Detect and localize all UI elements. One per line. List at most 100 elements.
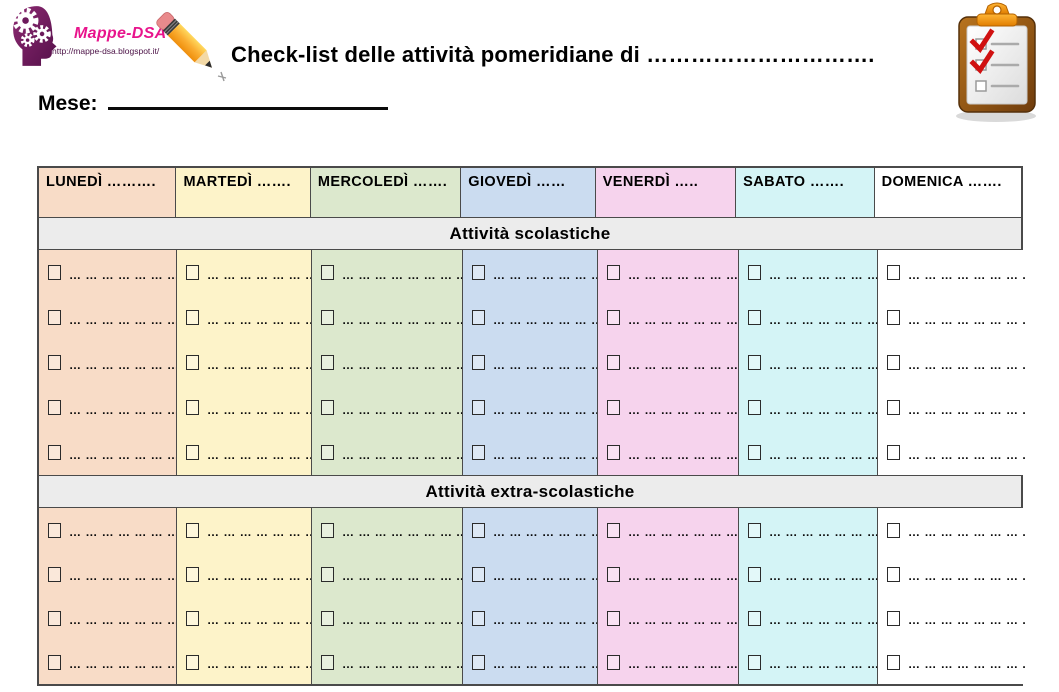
section-grid-extra-scolastiche: … … … … … … … .. … … … … … … … .. … … … … … bbox=[39, 508, 1025, 684]
checkbox[interactable] bbox=[186, 522, 199, 538]
checkbox[interactable] bbox=[607, 610, 620, 626]
checkbox[interactable] bbox=[48, 265, 61, 280]
dotted-line: … … … … … … … .. bbox=[69, 525, 176, 539]
column-mercoledi-extra-scolastiche: … … … … … … … .. … … … … … … … .. … … … … … bbox=[312, 508, 463, 684]
activity-line: … … … … … … … .. bbox=[39, 385, 176, 430]
checkbox[interactable] bbox=[472, 265, 485, 280]
checkbox[interactable] bbox=[887, 355, 900, 370]
checkbox[interactable] bbox=[887, 522, 900, 538]
checkbox[interactable] bbox=[48, 610, 61, 626]
dotted-line: … … … … … … … .. bbox=[908, 569, 1025, 583]
checkbox[interactable] bbox=[321, 522, 334, 538]
dotted-line: … … … … … … … .. bbox=[493, 357, 597, 372]
checkbox[interactable] bbox=[472, 445, 485, 460]
checkbox[interactable] bbox=[607, 522, 620, 538]
checkbox[interactable] bbox=[48, 400, 61, 415]
checkbox[interactable] bbox=[186, 310, 199, 325]
dotted-line: … … … … … … … .. bbox=[493, 613, 597, 627]
activity-line: … … … … … … … .. bbox=[878, 430, 1025, 475]
checkbox[interactable] bbox=[887, 310, 900, 325]
checkbox[interactable] bbox=[321, 355, 334, 370]
checkbox[interactable] bbox=[607, 400, 620, 415]
dotted-line: … … … … … … … .. bbox=[493, 569, 597, 583]
activity-line: … … … … … … … .. bbox=[598, 295, 738, 340]
activity-line: … … … … … … … .. bbox=[312, 596, 462, 640]
checkbox[interactable] bbox=[748, 355, 761, 370]
activity-line: … … … … … … … .. bbox=[39, 552, 176, 596]
checkbox[interactable] bbox=[748, 310, 761, 325]
column-martedi-extra-scolastiche: … … … … … … … .. … … … … … … … .. … … … … … bbox=[177, 508, 312, 684]
checkbox[interactable] bbox=[321, 265, 334, 280]
day-header-martedi: MARTEDÌ ……. bbox=[176, 168, 311, 217]
activity-line: … … … … … … … .. bbox=[177, 385, 311, 430]
activity-line: … … … … … … … .. bbox=[39, 508, 176, 552]
checkbox[interactable] bbox=[748, 445, 761, 460]
activity-line: … … … … … … … .. bbox=[598, 596, 738, 640]
checkbox[interactable] bbox=[887, 610, 900, 626]
checkbox[interactable] bbox=[472, 310, 485, 325]
dotted-line: … … … … … … … .. bbox=[207, 447, 311, 462]
checkbox[interactable] bbox=[607, 310, 620, 325]
checkbox[interactable] bbox=[48, 522, 61, 538]
checkbox[interactable] bbox=[48, 654, 61, 670]
checkbox[interactable] bbox=[472, 566, 485, 582]
dotted-line: … … … … … … … .. bbox=[342, 267, 462, 282]
dotted-line: … … … … … … … .. bbox=[69, 312, 176, 327]
checkbox[interactable] bbox=[472, 522, 485, 538]
checkbox[interactable] bbox=[607, 265, 620, 280]
month-blank-line[interactable] bbox=[107, 92, 388, 110]
checkbox[interactable] bbox=[48, 355, 61, 370]
column-venerdi-scolastiche: … … … … … … … .. … … … … … … … .. … … … … … bbox=[598, 250, 739, 475]
checkbox[interactable] bbox=[186, 445, 199, 460]
checkbox[interactable] bbox=[48, 445, 61, 460]
activity-line: … … … … … … … .. bbox=[878, 340, 1025, 385]
checkbox[interactable] bbox=[321, 654, 334, 670]
logo-url[interactable]: http://mappe-dsa.blogspot.it/ bbox=[52, 46, 160, 56]
checkbox[interactable] bbox=[186, 355, 199, 370]
dotted-line: … … … … … … … .. bbox=[908, 312, 1025, 327]
activity-line: … … … … … … … .. bbox=[739, 295, 877, 340]
section-band-extra-scolastiche: Attività extra-scolastiche bbox=[39, 476, 1021, 508]
mappedsa-logo[interactable]: Mappe-DSA http://mappe-dsa.blogspot.it/ bbox=[8, 5, 166, 67]
column-domenica-scolastiche: … … … … … … … .. … … … … … … … .. … … … … … bbox=[878, 250, 1025, 475]
dotted-line: … … … … … … … .. bbox=[769, 569, 877, 583]
checkbox[interactable] bbox=[607, 654, 620, 670]
checkbox[interactable] bbox=[472, 355, 485, 370]
checkbox[interactable] bbox=[748, 654, 761, 670]
checkbox[interactable] bbox=[472, 654, 485, 670]
checkbox[interactable] bbox=[186, 610, 199, 626]
checkbox[interactable] bbox=[48, 310, 61, 325]
activity-line: … … … … … … … .. bbox=[312, 340, 462, 385]
checkbox[interactable] bbox=[607, 445, 620, 460]
checkbox[interactable] bbox=[186, 265, 199, 280]
checkbox[interactable] bbox=[748, 265, 761, 280]
checkbox[interactable] bbox=[887, 445, 900, 460]
checkbox[interactable] bbox=[748, 522, 761, 538]
checkbox[interactable] bbox=[321, 400, 334, 415]
checkbox[interactable] bbox=[321, 566, 334, 582]
day-header-giovedi: GIOVEDÌ …… bbox=[461, 168, 596, 217]
checkbox[interactable] bbox=[472, 400, 485, 415]
checkbox[interactable] bbox=[321, 610, 334, 626]
checkbox[interactable] bbox=[321, 445, 334, 460]
dotted-line: … … … … … … … .. bbox=[769, 525, 877, 539]
activity-line: … … … … … … … .. bbox=[463, 596, 597, 640]
dotted-line: … … … … … … … .. bbox=[207, 613, 311, 627]
checkbox[interactable] bbox=[607, 355, 620, 370]
checkbox[interactable] bbox=[607, 566, 620, 582]
checkbox[interactable] bbox=[321, 310, 334, 325]
checkbox[interactable] bbox=[748, 400, 761, 415]
checkbox[interactable] bbox=[748, 610, 761, 626]
checkbox[interactable] bbox=[748, 566, 761, 582]
checkbox[interactable] bbox=[48, 566, 61, 582]
activity-line: … … … … … … … .. bbox=[312, 295, 462, 340]
checkbox[interactable] bbox=[472, 610, 485, 626]
checkbox[interactable] bbox=[887, 265, 900, 280]
checkbox[interactable] bbox=[186, 654, 199, 670]
checkbox[interactable] bbox=[887, 566, 900, 582]
checkbox[interactable] bbox=[887, 654, 900, 670]
checkbox[interactable] bbox=[186, 400, 199, 415]
checkbox[interactable] bbox=[887, 400, 900, 415]
checkbox[interactable] bbox=[186, 566, 199, 582]
column-sabato-scolastiche: … … … … … … … .. … … … … … … … .. … … … … … bbox=[739, 250, 878, 475]
